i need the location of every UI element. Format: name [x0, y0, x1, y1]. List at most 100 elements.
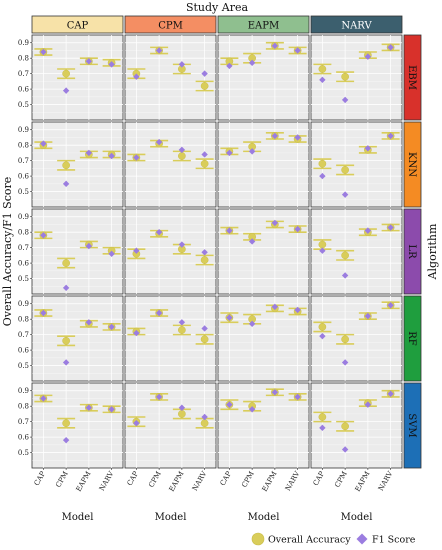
- oa-point: [341, 251, 349, 260]
- f1-point: [201, 151, 208, 158]
- x-tick-label: NARV: [284, 469, 302, 492]
- f1-point: [364, 401, 372, 408]
- x-tick-label: CPM: [333, 470, 349, 489]
- f1-point: [319, 424, 326, 432]
- y-tick-label: 0.8: [18, 229, 29, 237]
- f1-point: [387, 224, 394, 231]
- f1-point: [271, 303, 279, 311]
- f1-point: [155, 47, 163, 54]
- panel-lr-cap: [31, 208, 124, 295]
- f1-point: [364, 53, 372, 60]
- oa-point: [200, 335, 209, 344]
- y-tick-label: 0.5: [18, 362, 29, 370]
- f1-point: [364, 145, 372, 152]
- y-tick-label: 0.7: [18, 70, 29, 78]
- f1-point: [341, 272, 349, 279]
- f1-point: [387, 132, 394, 140]
- y-tick-label: 0.6: [18, 434, 30, 442]
- column-strip-label: CAP: [67, 21, 89, 32]
- oa-point: [178, 152, 186, 160]
- row-strip-label: KNN: [406, 152, 417, 177]
- f1-point: [40, 48, 47, 56]
- f1-point: [62, 436, 70, 444]
- f1-point: [178, 61, 186, 68]
- f1-point: [62, 180, 70, 188]
- oa-point: [318, 159, 327, 168]
- f1-point: [387, 390, 394, 398]
- f1-point: [155, 228, 163, 236]
- f1-point: [248, 320, 256, 328]
- f1-point: [85, 404, 93, 411]
- y-tick-label: 0.6: [18, 173, 30, 181]
- f1-point: [85, 58, 93, 65]
- f1-point: [341, 359, 349, 366]
- x-tick-label: NARV: [377, 469, 395, 492]
- y-tick-label: 0.8: [18, 55, 29, 63]
- f1-point: [319, 76, 326, 84]
- y-tick-label: 0.7: [18, 244, 29, 252]
- f1-point: [108, 406, 115, 413]
- panel-rf-cap: [31, 295, 124, 382]
- f1-point: [248, 59, 256, 67]
- column-strip-eapm: [217, 15, 310, 34]
- oa-point: [62, 259, 70, 267]
- row-strip-ebm: [403, 34, 422, 121]
- row-strip-label: EBM: [406, 65, 417, 90]
- panel-ebm-cap: [31, 34, 124, 121]
- legend-oa-swatch: [251, 532, 265, 546]
- f1-point: [319, 332, 326, 340]
- x-axis-title: Model: [248, 512, 280, 523]
- y-tick-label: 0.6: [18, 86, 30, 94]
- f1-point: [226, 149, 233, 157]
- column-strip-cap: [31, 15, 124, 34]
- column-strip-narv: [310, 15, 403, 34]
- f1-point: [271, 389, 279, 396]
- f1-point: [201, 413, 208, 421]
- f1-point: [85, 149, 93, 157]
- oa-point: [318, 65, 327, 73]
- f1-point: [62, 284, 70, 292]
- y-tick-label: 0.5: [18, 188, 29, 196]
- f1-point: [294, 306, 301, 314]
- f1-point: [178, 146, 186, 154]
- legend: Overall Accuracy F1 Score: [251, 532, 416, 546]
- column-strip-label: CPM: [158, 21, 183, 32]
- y-tick-label: 0.5: [18, 275, 29, 283]
- oa-point: [62, 419, 70, 428]
- f1-point: [294, 393, 301, 401]
- oa-point: [178, 410, 186, 418]
- x-axis-title: Model: [341, 512, 373, 523]
- panel-ebm-narv: [310, 34, 403, 121]
- oa-point: [178, 326, 186, 334]
- row-strip-label: SVM: [406, 413, 417, 437]
- f1-point: [294, 134, 301, 141]
- row-strip-svm: [403, 382, 422, 469]
- f1-point: [85, 319, 93, 326]
- f1-point: [40, 140, 47, 147]
- f1-point: [108, 61, 115, 68]
- f1-point: [226, 227, 233, 234]
- oa-point: [62, 69, 70, 78]
- f1-point: [271, 132, 279, 140]
- f1-point: [201, 70, 208, 77]
- f1-point: [155, 393, 163, 401]
- x-tick-label: EAPM: [168, 470, 186, 493]
- oa-point: [318, 413, 327, 421]
- y-tick-label: 0.9: [18, 300, 29, 308]
- panel-rf-cpm: [124, 295, 217, 382]
- f1-point: [248, 406, 256, 413]
- column-strip-label: EAPM: [248, 21, 280, 32]
- panel-rf-narv: [310, 295, 403, 382]
- x-tick-label: CPM: [54, 470, 70, 489]
- oa-point: [318, 240, 327, 249]
- x-tick-label: EAPM: [261, 470, 279, 493]
- f1-point: [40, 395, 47, 402]
- f1-point: [201, 325, 208, 332]
- f1-point: [387, 302, 394, 309]
- oa-point: [341, 166, 349, 174]
- y-tick-label: 0.9: [18, 39, 29, 47]
- facet-grid: CAP CPM EAPM NARV EBM 0.5 0.6 0.7 0.8 0.9 KNN 0.5 0.…: [18, 15, 422, 523]
- oa-point: [341, 422, 349, 431]
- y-tick-label: 0.9: [18, 126, 29, 134]
